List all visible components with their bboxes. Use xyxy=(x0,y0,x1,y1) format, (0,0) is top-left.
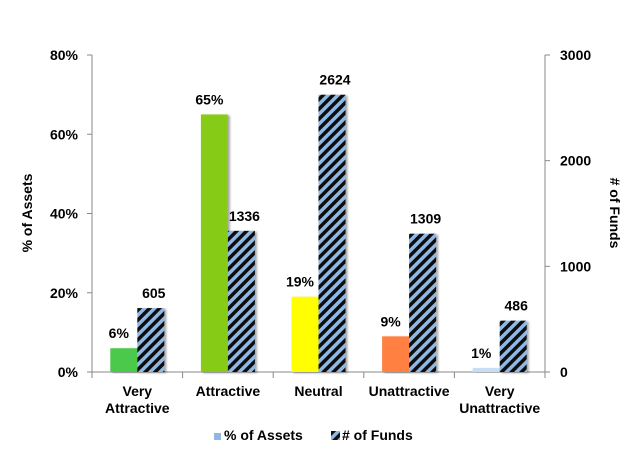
bar-assets xyxy=(472,368,500,372)
data-label-funds: 1309 xyxy=(410,211,441,227)
bar-assets xyxy=(200,114,228,372)
data-label-funds: 486 xyxy=(505,298,529,314)
bar-funds xyxy=(227,230,255,372)
y-right-tick-label: 3000 xyxy=(560,47,591,63)
bar-funds xyxy=(499,320,527,372)
bar-assets xyxy=(291,296,319,372)
legend: % of Assets # of Funds xyxy=(214,427,413,443)
y-right-tick-label: 1000 xyxy=(560,258,591,274)
data-label-funds: 605 xyxy=(142,285,166,301)
y-left-tick-label: 60% xyxy=(50,126,79,142)
y-left-tick-label: 40% xyxy=(50,206,79,222)
y-left-axis-title: % of Assets xyxy=(19,173,35,252)
x-tick-label: Very Unattractive xyxy=(459,383,540,416)
y-left-tick-label: 20% xyxy=(50,285,79,301)
legend-swatch-assets xyxy=(214,433,221,440)
data-label-assets: 19% xyxy=(286,274,315,290)
data-label-assets: 1% xyxy=(471,345,492,361)
legend-label-funds: # of Funds xyxy=(342,427,413,443)
data-label-funds: 2624 xyxy=(319,72,350,88)
legend-swatch-funds xyxy=(331,431,340,440)
data-label-funds: 1336 xyxy=(229,208,260,224)
bar-assets xyxy=(110,348,138,372)
bar-assets xyxy=(382,336,410,372)
y-right-tick-label: 2000 xyxy=(560,153,591,169)
bar-funds xyxy=(318,94,346,373)
data-label-assets: 65% xyxy=(195,91,224,107)
bar-funds xyxy=(409,233,437,372)
y-right-axis-title: # of Funds xyxy=(607,178,623,249)
x-tick-label: Attractive xyxy=(196,383,261,399)
data-label-assets: 9% xyxy=(380,313,401,329)
axes: 0% 20% 40% 60% 80% 0 1000 2000 3000 Very Attractiv… xyxy=(50,47,591,416)
y-left-tick-label: 80% xyxy=(50,47,79,63)
y-left-tick-label: 0% xyxy=(58,364,79,380)
x-tick-label: Unattractive xyxy=(369,383,450,399)
labels: 6% 605 65% 1336 19% 2624 9% 1309 1% 486 xyxy=(109,72,528,361)
legend-label-assets: % of Assets xyxy=(224,427,303,443)
y-right-tick-label: 0 xyxy=(560,364,568,380)
x-tick-label: Neutral xyxy=(294,383,342,399)
x-tick-label: Very Attractive xyxy=(105,383,170,416)
data-label-assets: 6% xyxy=(109,325,130,341)
bars xyxy=(110,94,527,373)
bar-funds xyxy=(137,308,165,372)
